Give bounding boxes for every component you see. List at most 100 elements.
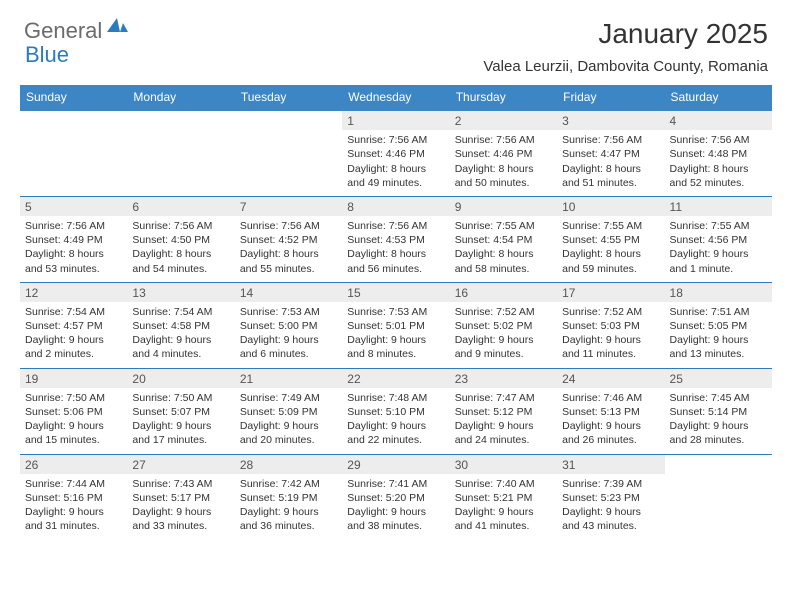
- daylight-line-1: Daylight: 9 hours: [562, 333, 659, 347]
- sunrise-line: Sunrise: 7:56 AM: [132, 219, 229, 233]
- day-number: 28: [235, 455, 342, 474]
- day-number: 14: [235, 283, 342, 302]
- day-cell: 20Sunrise: 7:50 AMSunset: 5:07 PMDayligh…: [127, 368, 234, 454]
- day-cell: .: [665, 454, 772, 539]
- daylight-line-2: and 54 minutes.: [132, 262, 229, 276]
- daylight-line-1: Daylight: 8 hours: [347, 247, 444, 261]
- sunset-line: Sunset: 4:55 PM: [562, 233, 659, 247]
- day-number: 23: [450, 369, 557, 388]
- daylight-line-1: Daylight: 9 hours: [25, 333, 122, 347]
- sunrise-line: Sunrise: 7:46 AM: [562, 391, 659, 405]
- day-number: 24: [557, 369, 664, 388]
- day-number: 1: [342, 111, 449, 130]
- day-cell: .: [235, 110, 342, 196]
- sunrise-line: Sunrise: 7:56 AM: [670, 133, 767, 147]
- day-cell: 25Sunrise: 7:45 AMSunset: 5:14 PMDayligh…: [665, 368, 772, 454]
- daylight-line-2: and 6 minutes.: [240, 347, 337, 361]
- sunrise-line: Sunrise: 7:41 AM: [347, 477, 444, 491]
- day-number: 6: [127, 197, 234, 216]
- sunrise-line: Sunrise: 7:50 AM: [132, 391, 229, 405]
- sunrise-line: Sunrise: 7:47 AM: [455, 391, 552, 405]
- day-cell: 26Sunrise: 7:44 AMSunset: 5:16 PMDayligh…: [20, 454, 127, 539]
- day-cell: 17Sunrise: 7:52 AMSunset: 5:03 PMDayligh…: [557, 282, 664, 368]
- day-number: 10: [557, 197, 664, 216]
- day-cell: 7Sunrise: 7:56 AMSunset: 4:52 PMDaylight…: [235, 196, 342, 282]
- day-number: 30: [450, 455, 557, 474]
- day-cell: 5Sunrise: 7:56 AMSunset: 4:49 PMDaylight…: [20, 196, 127, 282]
- daylight-line-2: and 41 minutes.: [455, 519, 552, 533]
- logo-blue-text-wrap: Blue: [24, 42, 69, 68]
- daylight-line-1: Daylight: 8 hours: [562, 162, 659, 176]
- sunset-line: Sunset: 4:52 PM: [240, 233, 337, 247]
- day-number: 4: [665, 111, 772, 130]
- logo-text-general: General: [24, 18, 102, 44]
- sunset-line: Sunset: 5:02 PM: [455, 319, 552, 333]
- daylight-line-1: Daylight: 8 hours: [455, 247, 552, 261]
- daylight-line-1: Daylight: 8 hours: [455, 162, 552, 176]
- sunset-line: Sunset: 5:19 PM: [240, 491, 337, 505]
- daylight-line-1: Daylight: 9 hours: [347, 419, 444, 433]
- daylight-line-1: Daylight: 8 hours: [670, 162, 767, 176]
- week-row: 5Sunrise: 7:56 AMSunset: 4:49 PMDaylight…: [20, 196, 772, 282]
- daylight-line-2: and 2 minutes.: [25, 347, 122, 361]
- day-cell: 15Sunrise: 7:53 AMSunset: 5:01 PMDayligh…: [342, 282, 449, 368]
- day-cell: .: [20, 110, 127, 196]
- day-cell: 10Sunrise: 7:55 AMSunset: 4:55 PMDayligh…: [557, 196, 664, 282]
- sunset-line: Sunset: 5:03 PM: [562, 319, 659, 333]
- sunrise-line: Sunrise: 7:56 AM: [562, 133, 659, 147]
- day-header: Saturday: [665, 85, 772, 110]
- sunrise-line: Sunrise: 7:49 AM: [240, 391, 337, 405]
- title-block: January 2025 Valea Leurzii, Dambovita Co…: [483, 18, 768, 75]
- sunset-line: Sunset: 5:21 PM: [455, 491, 552, 505]
- sunset-line: Sunset: 5:20 PM: [347, 491, 444, 505]
- day-cell: 11Sunrise: 7:55 AMSunset: 4:56 PMDayligh…: [665, 196, 772, 282]
- daylight-line-1: Daylight: 9 hours: [347, 505, 444, 519]
- daylight-line-1: Daylight: 9 hours: [562, 505, 659, 519]
- logo-triangle-icon: [107, 16, 129, 39]
- logo: General: [24, 18, 131, 44]
- week-row: 12Sunrise: 7:54 AMSunset: 4:57 PMDayligh…: [20, 282, 772, 368]
- day-number: 31: [557, 455, 664, 474]
- daylight-line-2: and 20 minutes.: [240, 433, 337, 447]
- daylight-line-1: Daylight: 9 hours: [25, 505, 122, 519]
- daylight-line-2: and 22 minutes.: [347, 433, 444, 447]
- sunset-line: Sunset: 5:14 PM: [670, 405, 767, 419]
- daylight-line-2: and 15 minutes.: [25, 433, 122, 447]
- day-cell: 2Sunrise: 7:56 AMSunset: 4:46 PMDaylight…: [450, 110, 557, 196]
- day-number: 5: [20, 197, 127, 216]
- day-cell: 12Sunrise: 7:54 AMSunset: 4:57 PMDayligh…: [20, 282, 127, 368]
- daylight-line-2: and 53 minutes.: [25, 262, 122, 276]
- day-header: Sunday: [20, 85, 127, 110]
- daylight-line-2: and 28 minutes.: [670, 433, 767, 447]
- location-subtitle: Valea Leurzii, Dambovita County, Romania: [483, 58, 768, 75]
- daylight-line-2: and 36 minutes.: [240, 519, 337, 533]
- day-number: 3: [557, 111, 664, 130]
- day-number: 25: [665, 369, 772, 388]
- daylight-line-2: and 43 minutes.: [562, 519, 659, 533]
- sunset-line: Sunset: 5:16 PM: [25, 491, 122, 505]
- sunrise-line: Sunrise: 7:40 AM: [455, 477, 552, 491]
- sunset-line: Sunset: 4:58 PM: [132, 319, 229, 333]
- day-number: 16: [450, 283, 557, 302]
- sunset-line: Sunset: 5:09 PM: [240, 405, 337, 419]
- sunrise-line: Sunrise: 7:42 AM: [240, 477, 337, 491]
- day-cell: 13Sunrise: 7:54 AMSunset: 4:58 PMDayligh…: [127, 282, 234, 368]
- daylight-line-2: and 17 minutes.: [132, 433, 229, 447]
- daylight-line-2: and 24 minutes.: [455, 433, 552, 447]
- day-cell: 16Sunrise: 7:52 AMSunset: 5:02 PMDayligh…: [450, 282, 557, 368]
- sunrise-line: Sunrise: 7:52 AM: [455, 305, 552, 319]
- sunset-line: Sunset: 5:06 PM: [25, 405, 122, 419]
- day-number: 12: [20, 283, 127, 302]
- day-header: Monday: [127, 85, 234, 110]
- day-cell: 21Sunrise: 7:49 AMSunset: 5:09 PMDayligh…: [235, 368, 342, 454]
- daylight-line-2: and 33 minutes.: [132, 519, 229, 533]
- day-number: 18: [665, 283, 772, 302]
- day-header: Friday: [557, 85, 664, 110]
- daylight-line-2: and 38 minutes.: [347, 519, 444, 533]
- sunset-line: Sunset: 5:17 PM: [132, 491, 229, 505]
- sunset-line: Sunset: 5:12 PM: [455, 405, 552, 419]
- daylight-line-1: Daylight: 9 hours: [562, 419, 659, 433]
- sunrise-line: Sunrise: 7:55 AM: [455, 219, 552, 233]
- day-number: 22: [342, 369, 449, 388]
- sunset-line: Sunset: 5:23 PM: [562, 491, 659, 505]
